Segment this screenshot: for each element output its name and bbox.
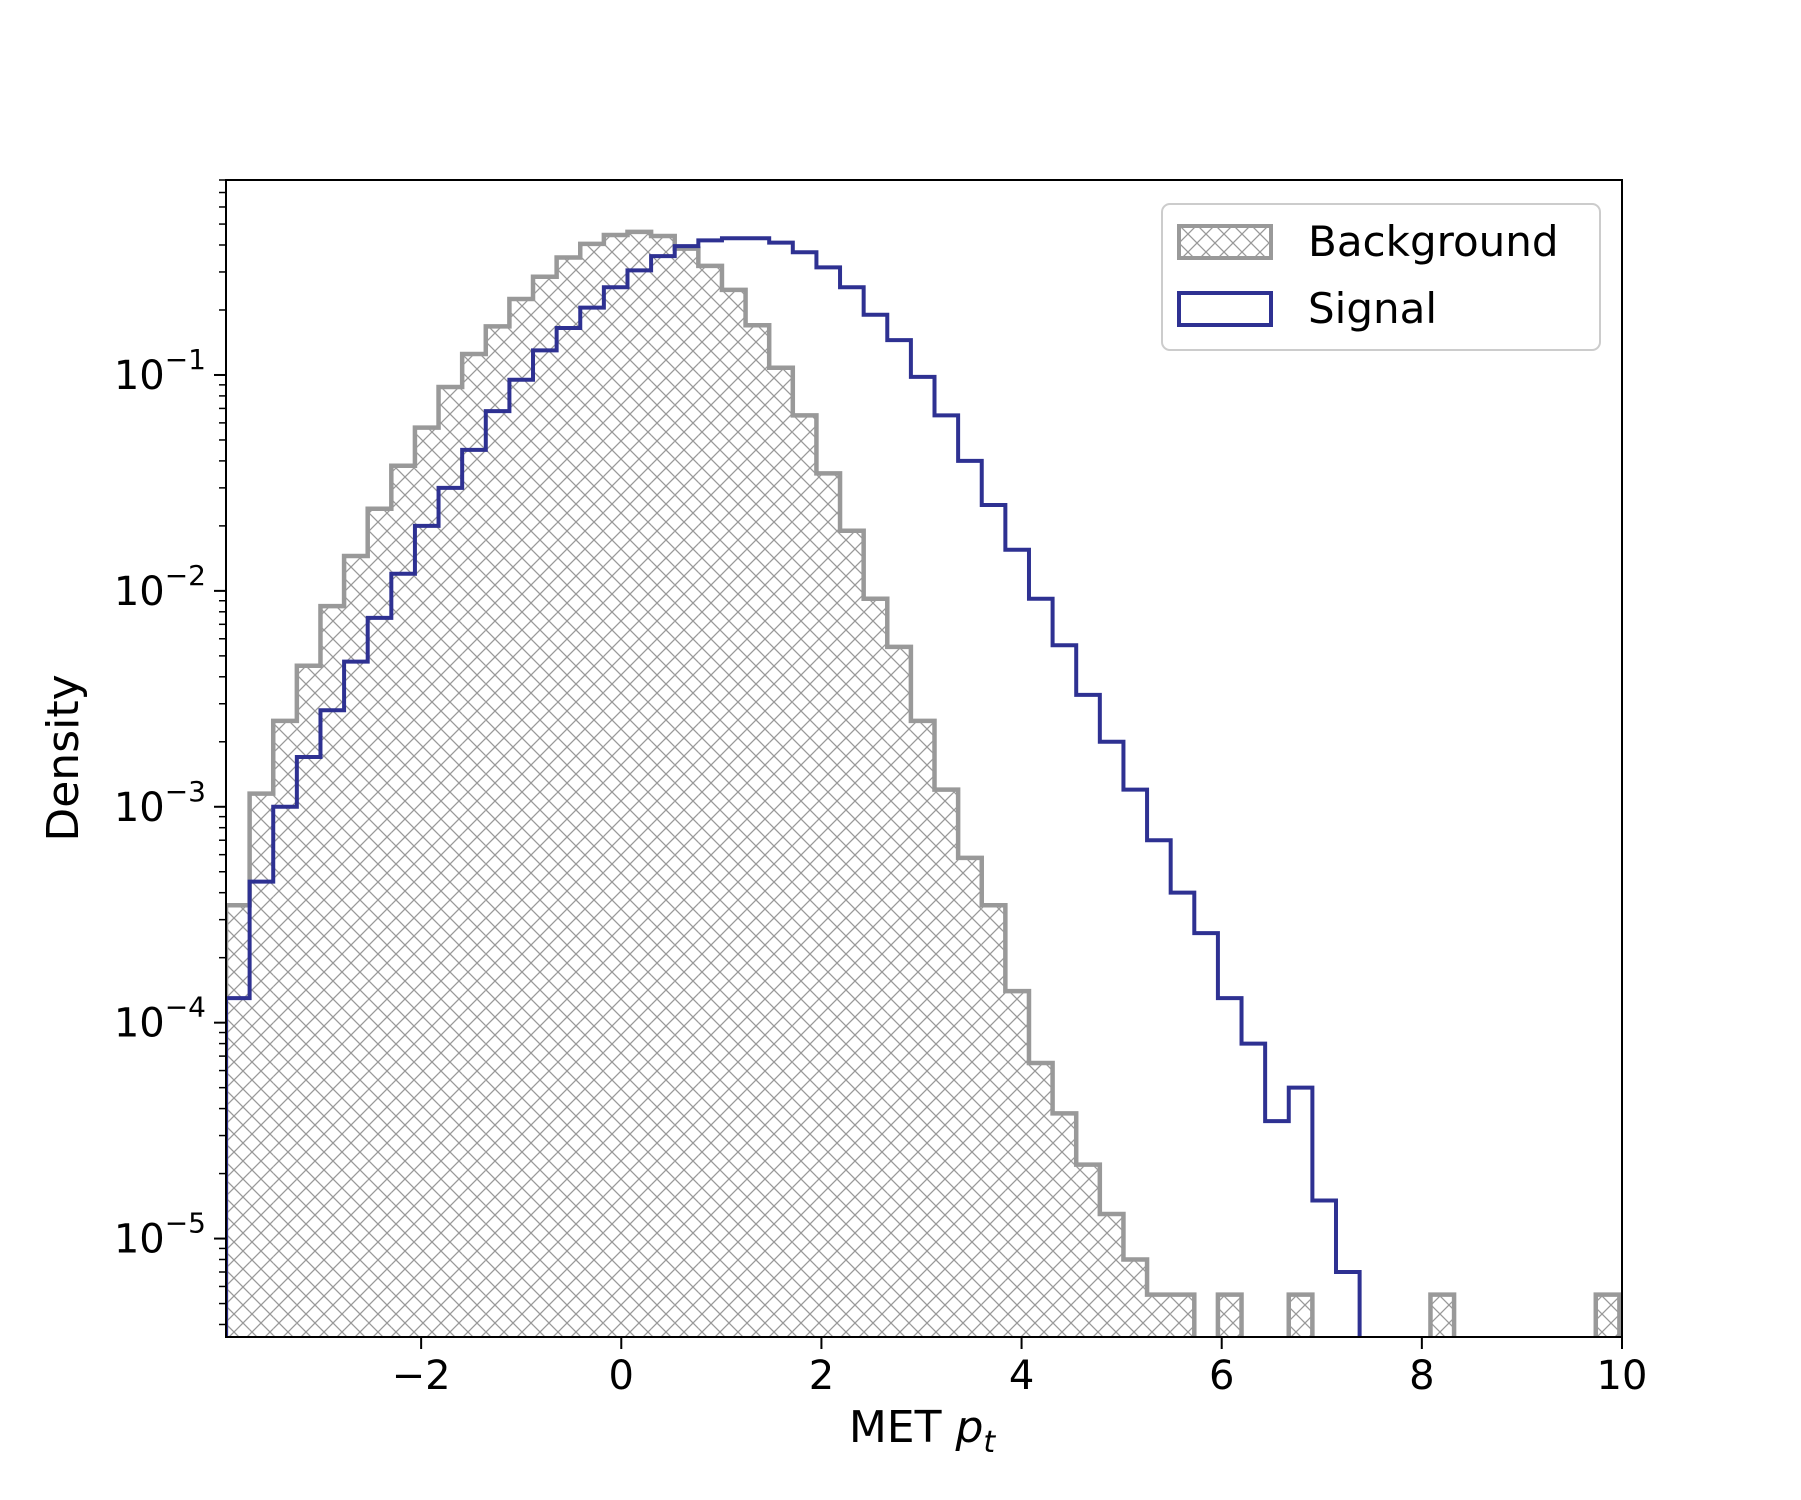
x-tick-label: 0 [609, 1353, 634, 1399]
signal-series-line [226, 236, 1362, 1337]
background-bar [674, 248, 699, 1337]
background-series-line [226, 229, 1622, 1337]
background-bar [887, 646, 911, 1337]
background-bar [1288, 1294, 1313, 1337]
y-tick-label: 10−5 [114, 1207, 206, 1263]
x-tick-label: 6 [1209, 1353, 1234, 1399]
background-bar [320, 606, 345, 1337]
legend-background-swatch [1177, 224, 1273, 260]
background-bar [1076, 1164, 1100, 1337]
background-bars [226, 231, 1620, 1337]
background-bar [840, 530, 864, 1337]
background-bar [1099, 1213, 1124, 1337]
y-tick-label: 10−4 [114, 991, 206, 1047]
background-bar [296, 665, 321, 1337]
background-bar [627, 231, 652, 1337]
background-bar [1217, 1294, 1242, 1337]
background-bar [462, 354, 486, 1337]
background-bar [863, 598, 888, 1337]
plot-area [226, 229, 1622, 1337]
background-bar [273, 720, 297, 1337]
background-bar [792, 415, 817, 1337]
background-bar [226, 905, 250, 1337]
legend: Background Signal [1161, 203, 1601, 351]
legend-signal-swatch [1177, 291, 1273, 327]
background-bar [910, 720, 935, 1337]
background-bar [509, 298, 534, 1337]
background-bar [1028, 1063, 1053, 1337]
background-bar [344, 556, 368, 1337]
background-bar [651, 236, 675, 1337]
legend-signal-label: Signal [1308, 284, 1437, 333]
background-bar [1430, 1294, 1455, 1337]
background-bar [1170, 1294, 1195, 1337]
background-bar [981, 905, 1006, 1337]
background-bar [721, 289, 746, 1337]
legend-background-label: Background [1308, 217, 1559, 266]
y-tick-label: 10−3 [114, 775, 206, 831]
y-axis: 10−1 10−2 10−3 10−4 10−5 [114, 179, 226, 1326]
background-bar [438, 386, 463, 1337]
y-tick-label: 10−1 [114, 343, 206, 399]
x-tick-label: 10 [1597, 1353, 1648, 1399]
background-bar [249, 793, 274, 1337]
y-tick-label: 10−2 [114, 559, 206, 615]
background-bar [391, 465, 415, 1337]
background-bar [485, 326, 510, 1337]
x-tick-label: 4 [1009, 1353, 1034, 1399]
background-bar [580, 243, 604, 1337]
background-bar [533, 276, 557, 1337]
background-bar [1005, 991, 1029, 1337]
background-bar [556, 257, 581, 1337]
background-bar [1052, 1113, 1077, 1337]
background-bar [1147, 1294, 1171, 1337]
background-bar [1123, 1259, 1148, 1337]
x-axis-label: MET pt [849, 1402, 997, 1460]
background-bar [958, 857, 982, 1337]
background-bar [769, 367, 793, 1337]
x-axis: −2 0 2 4 6 8 10 [392, 1337, 1648, 1399]
background-bar [698, 265, 722, 1337]
background-bar [934, 789, 959, 1337]
background-bar [367, 508, 392, 1337]
x-tick-label: 2 [809, 1353, 834, 1399]
y-axis-label: Density [38, 674, 89, 841]
background-bar [603, 234, 628, 1337]
background-bar [414, 427, 439, 1337]
x-tick-label: 8 [1409, 1353, 1434, 1399]
x-tick-label: −2 [392, 1353, 451, 1399]
background-bar [745, 325, 770, 1337]
background-bar [816, 473, 841, 1337]
background-bar [1595, 1294, 1620, 1337]
plot-frame [225, 179, 1623, 1338]
